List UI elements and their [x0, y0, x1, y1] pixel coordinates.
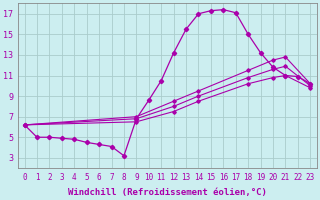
- X-axis label: Windchill (Refroidissement éolien,°C): Windchill (Refroidissement éolien,°C): [68, 188, 267, 197]
